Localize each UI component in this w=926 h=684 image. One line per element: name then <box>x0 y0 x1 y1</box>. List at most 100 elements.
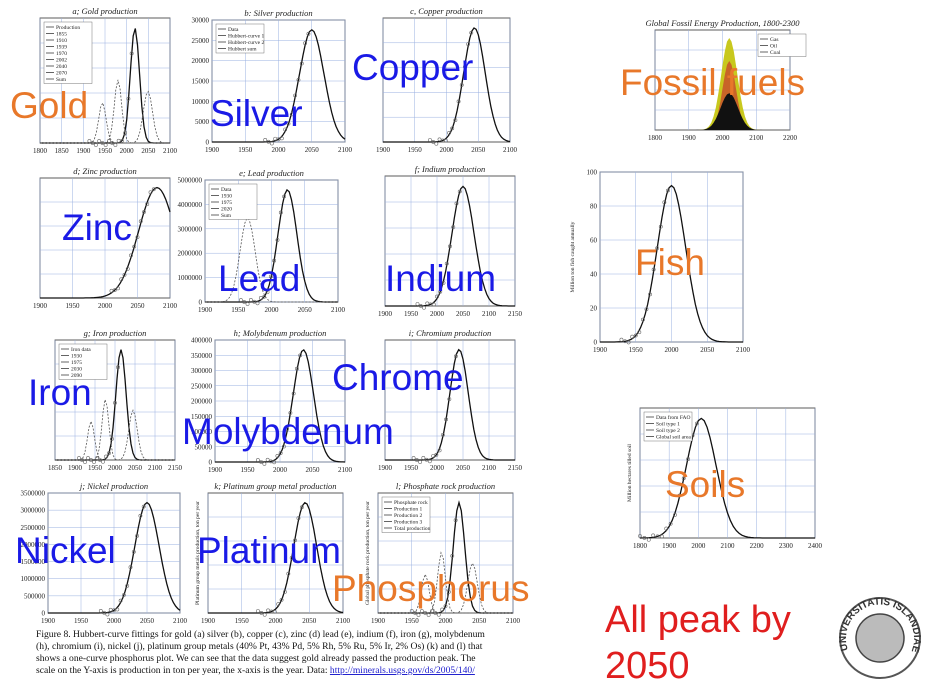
legend-label: Phosphate rock <box>394 500 428 506</box>
overlay-label: Soils <box>665 464 745 505</box>
data-point <box>122 593 126 597</box>
legend-label: Production <box>56 25 80 31</box>
data-point <box>102 610 107 615</box>
data-point <box>259 611 264 615</box>
data-point <box>255 301 260 306</box>
data-point <box>459 83 464 87</box>
data-point <box>100 141 105 145</box>
data-point <box>427 459 432 464</box>
x-tick-label: 1900 <box>662 542 677 550</box>
x-tick-label: 2050 <box>471 146 486 154</box>
panel: e; Lead production 1900 1950 2000 2050 2100 0 1… <box>178 168 346 314</box>
x-tick-label: 2050 <box>456 464 471 472</box>
legend-label: Global soil area <box>656 435 691 441</box>
panel-title: j; Nickel production <box>79 481 148 491</box>
y-tick-label: 20 <box>590 305 598 313</box>
panel: i; Chromium production 1900 1950 2000 2050 21… <box>378 328 523 472</box>
data-point <box>90 141 95 145</box>
x-tick-label: 2000 <box>107 617 122 625</box>
x-tick-label: 1850 <box>48 464 63 472</box>
x-tick-label: 1900 <box>198 306 213 314</box>
data-point <box>110 141 115 145</box>
x-tick-label: 1950 <box>74 617 89 625</box>
legend-label: 2040 <box>56 64 67 70</box>
data-point <box>265 290 270 295</box>
x-tick-label: 1900 <box>68 464 83 472</box>
legend-label: Production 3 <box>394 520 423 526</box>
data-point <box>278 210 283 215</box>
x-tick-label: 2100 <box>331 306 346 314</box>
data-point <box>453 354 458 359</box>
panel: 1900 1950 2000 2050 2100 0 20 40 60 80 100 Million … <box>569 169 751 355</box>
caption-link[interactable]: http://minerals.usgs.gov/ds/2005/140/ <box>330 665 475 676</box>
data-point <box>299 505 304 510</box>
curve <box>600 184 743 343</box>
x-tick-label: 1900 <box>378 464 393 472</box>
x-tick-label: 1800 <box>648 134 663 142</box>
x-tick-label: 1800 <box>33 147 48 155</box>
data-point <box>303 41 308 46</box>
data-point <box>298 353 303 358</box>
data-point <box>268 274 273 279</box>
curve <box>55 399 175 461</box>
x-tick-label: 2000 <box>98 302 113 310</box>
data-point <box>296 516 301 521</box>
legend-label: 1975 <box>71 360 82 366</box>
legend-label: 1970 <box>56 51 67 57</box>
overlay-label: Zinc <box>62 207 132 248</box>
logo-center <box>855 613 905 663</box>
x-tick-label: 1800 <box>633 542 648 550</box>
data-point <box>77 456 81 460</box>
data-point <box>265 457 270 462</box>
data-point <box>440 432 445 437</box>
x-tick-label: 2100 <box>749 134 764 142</box>
data-point <box>644 307 649 312</box>
data-point <box>126 96 131 101</box>
data-point <box>431 302 436 307</box>
data-point <box>651 533 656 538</box>
legend-label: 1855 <box>56 32 67 38</box>
data-point <box>668 521 673 526</box>
x-tick-label: 2100 <box>163 302 178 310</box>
panel-title: c, Copper production <box>410 6 483 16</box>
panel: c, Copper production 1900 1950 2000 2050 2100 <box>376 6 518 154</box>
x-tick-label: 2100 <box>506 617 521 625</box>
x-tick-label: 2200 <box>783 134 798 142</box>
data-point <box>686 457 691 461</box>
y-tick-label: 5000 <box>195 118 210 126</box>
panel-title: e; Lead production <box>239 168 304 178</box>
data-point <box>122 272 127 277</box>
data-point <box>658 224 663 229</box>
y-tick-label: 1000000 <box>178 274 203 282</box>
x-tick-label: 1950 <box>404 310 419 318</box>
x-tick-label: 2050 <box>128 464 143 472</box>
x-tick-label: 2000 <box>108 464 123 472</box>
data-point <box>294 366 299 371</box>
panel-title: b: Silver production <box>244 8 312 18</box>
y-tick-label: 30000 <box>192 17 210 25</box>
x-tick-label: 1900 <box>371 617 386 625</box>
data-point <box>266 139 271 144</box>
panel: a; Gold production 1800 1850 1900 1950 2000 20… <box>33 6 178 155</box>
overlay-label: Lead <box>218 258 300 299</box>
legend-label: Data <box>228 27 239 33</box>
data-point <box>306 31 311 36</box>
data-point <box>80 458 84 462</box>
x-tick-label: 2100 <box>148 464 163 472</box>
x-tick-label: 1950 <box>238 146 253 154</box>
legend-label: 1910 <box>56 38 67 44</box>
data-point <box>286 571 291 576</box>
data-point <box>453 518 458 523</box>
data-point <box>456 99 461 104</box>
y-tick-label: 300000 <box>191 367 213 375</box>
data-point <box>646 537 651 542</box>
area <box>655 38 790 130</box>
legend-label: 1930 <box>71 354 82 360</box>
data-point <box>637 330 642 335</box>
data-point <box>103 143 108 147</box>
data-point <box>110 436 114 441</box>
data-point <box>259 460 264 464</box>
data-point <box>276 137 281 142</box>
y-tick-label: 100000 <box>191 428 213 436</box>
data-point <box>275 238 280 242</box>
